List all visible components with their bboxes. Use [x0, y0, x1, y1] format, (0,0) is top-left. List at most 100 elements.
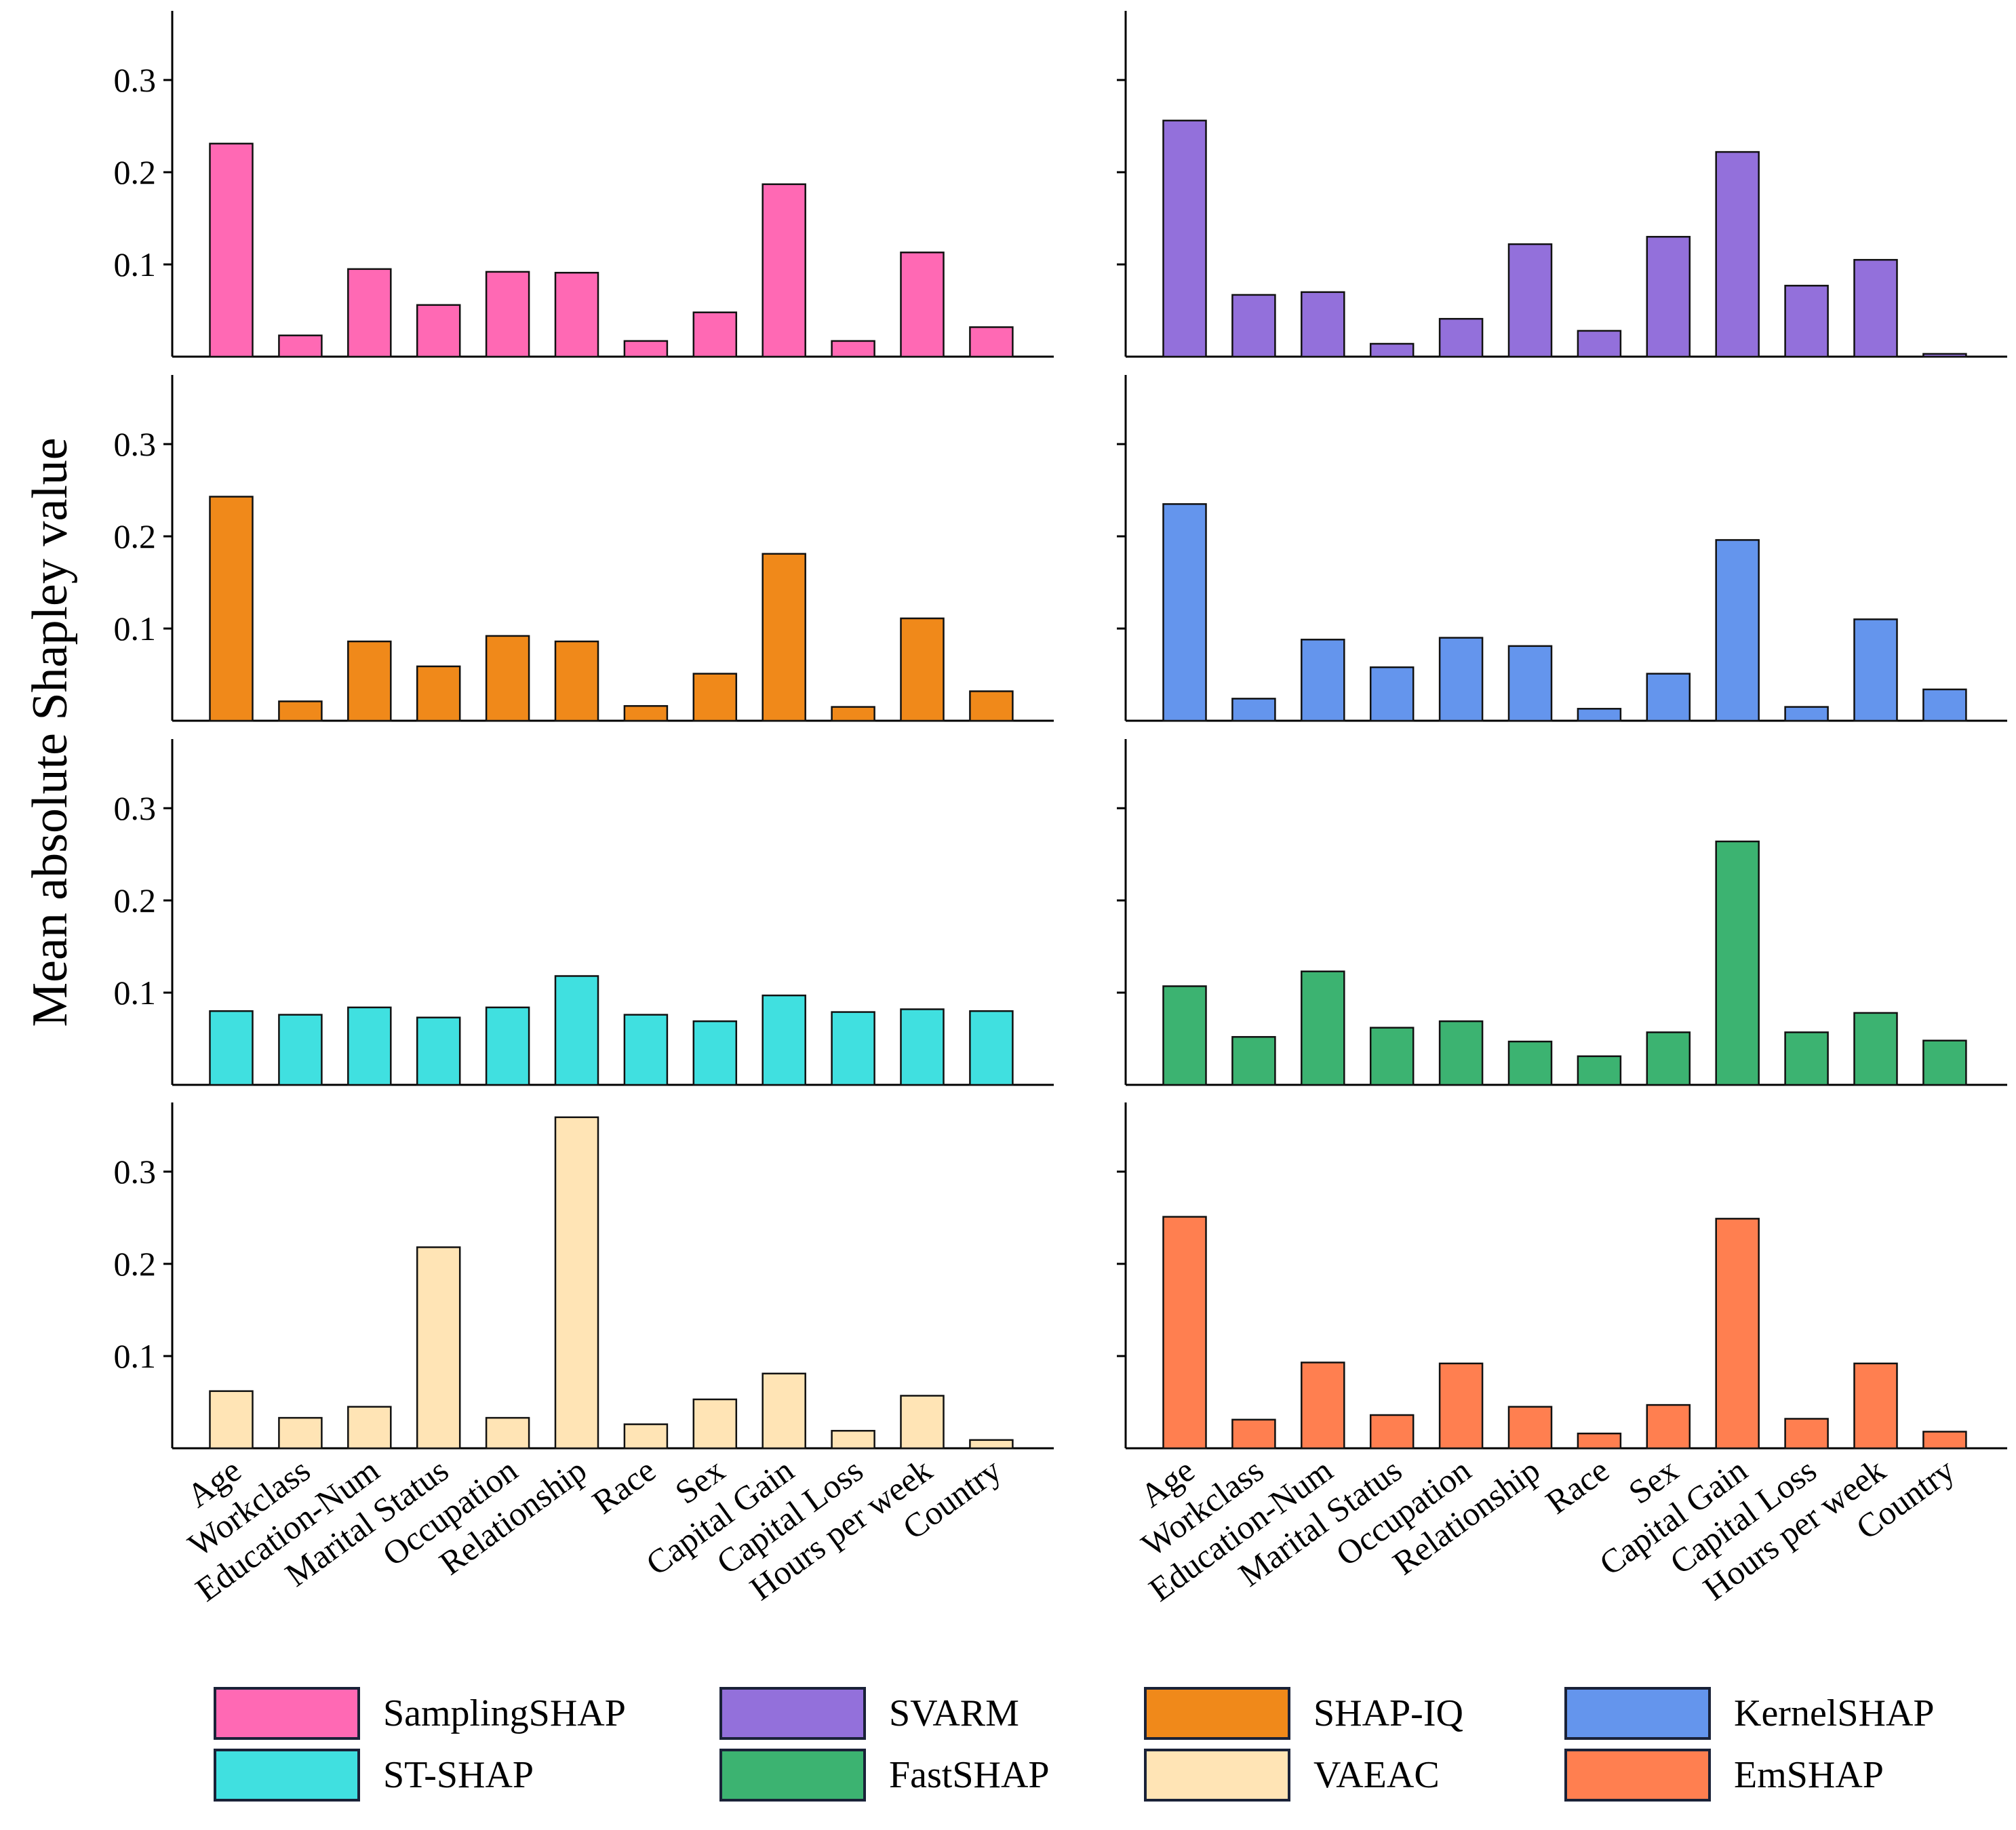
bar-samplingshap-age [209, 142, 254, 358]
bar-samplingshap-marital-status [416, 304, 461, 358]
bar-samplingshap-workclass [278, 334, 323, 358]
bar-samplingshap-hours-per-week [900, 252, 945, 358]
bar-samplingshap-country [969, 326, 1014, 358]
bar-st-shap-workclass [278, 1014, 323, 1086]
bar-svarm-sex [1646, 235, 1691, 358]
panel-fastshap [1117, 739, 2007, 1086]
bar-st-shap-sex [692, 1020, 738, 1086]
bar-vaeac-race [623, 1423, 669, 1450]
legend-item-svarm: SVARM [719, 1687, 1019, 1740]
legend-item-shap-iq: SHAP-IQ [1144, 1687, 1463, 1740]
panel-svarm [1117, 11, 2007, 358]
panel-vaeac: 0.1 0.2 0.3 [114, 1102, 1054, 1450]
y-tick-label: 0.1 [114, 245, 157, 283]
bar-kernelshap-country [1922, 688, 1967, 722]
legend-label: VAEAC [1313, 1754, 1440, 1796]
legend-swatch [719, 1749, 866, 1802]
bar-vaeac-relationship [554, 1116, 599, 1450]
bar-fastshap-occupation [1438, 1020, 1484, 1086]
bar-emshap-capital-gain [1715, 1218, 1760, 1450]
bar-st-shap-marital-status [416, 1016, 461, 1086]
bar-st-shap-hours-per-week [900, 1008, 945, 1086]
legend-swatch [1144, 1687, 1290, 1740]
legend-item-st-shap: ST-SHAP [214, 1749, 534, 1802]
bar-fastshap-capital-loss [1784, 1031, 1829, 1086]
bar-vaeac-country [969, 1439, 1014, 1450]
y-tick-label: 0.3 [114, 425, 157, 463]
y-tick-label: 0.1 [114, 1337, 157, 1375]
legend-label: SamplingSHAP [383, 1692, 626, 1734]
bar-samplingshap-occupation [485, 271, 530, 358]
bar-vaeac-occupation [485, 1416, 530, 1450]
bar-fastshap-race [1577, 1055, 1622, 1086]
panel-st-shap: 0.1 0.2 0.3 [114, 739, 1054, 1086]
bar-emshap-marital-status [1369, 1414, 1415, 1450]
legend-swatch [719, 1687, 866, 1740]
bar-emshap-race [1577, 1432, 1622, 1450]
bar-kernelshap-race [1577, 708, 1622, 722]
bar-kernelshap-capital-gain [1715, 539, 1760, 722]
panel-emshap [1117, 1102, 2007, 1450]
y-tick-label: 0.2 [114, 881, 157, 919]
bar-shap-iq-hours-per-week [900, 617, 945, 722]
panel-kernelshap [1117, 375, 2007, 722]
legend-label: KernelSHAP [1734, 1692, 1935, 1734]
legend-swatch [214, 1687, 360, 1740]
bar-fastshap-education-num [1301, 970, 1345, 1086]
bar-shap-iq-education-num [347, 640, 392, 722]
bar-st-shap-occupation [485, 1006, 530, 1086]
bar-shap-iq-marital-status [416, 665, 461, 722]
bar-samplingshap-relationship [554, 271, 599, 358]
bar-emshap-relationship [1507, 1406, 1553, 1450]
bar-svarm-race [1577, 330, 1622, 358]
bar-vaeac-sex [692, 1398, 738, 1450]
bar-samplingshap-capital-loss [831, 340, 875, 358]
y-tick-label: 0.2 [114, 517, 157, 555]
legend-swatch [214, 1749, 360, 1802]
y-tick-label: 0.3 [114, 61, 157, 99]
legend-swatch [1564, 1687, 1711, 1740]
bar-emshap-sex [1646, 1404, 1691, 1450]
bar-shap-iq-relationship [554, 640, 599, 722]
y-axis-label: Mean absolute Shapley value [22, 437, 78, 1027]
bar-kernelshap-age [1162, 503, 1207, 722]
bar-samplingshap-race [623, 340, 669, 358]
bar-fastshap-workclass [1231, 1036, 1276, 1086]
bar-svarm-country [1922, 353, 1967, 358]
legend-label: ST-SHAP [383, 1754, 534, 1796]
bar-shap-iq-country [969, 690, 1014, 722]
bar-kernelshap-occupation [1438, 637, 1484, 722]
bar-samplingshap-sex [692, 311, 738, 358]
legend: SamplingSHAP SVARM SHAP-IQ KernelSHAP ST-SHA… [214, 1687, 1935, 1802]
bar-emshap-hours-per-week [1853, 1362, 1898, 1450]
bar-svarm-capital-loss [1784, 285, 1829, 358]
legend-label: FastSHAP [889, 1754, 1050, 1796]
legend-item-samplingshap: SamplingSHAP [214, 1687, 626, 1740]
bar-emshap-capital-loss [1784, 1418, 1829, 1450]
bar-samplingshap-capital-gain [762, 183, 806, 358]
bar-svarm-capital-gain [1715, 151, 1760, 358]
bar-st-shap-capital-loss [831, 1011, 875, 1086]
bar-fastshap-marital-status [1369, 1027, 1415, 1086]
y-tick-label: 0.2 [114, 153, 157, 191]
bar-shap-iq-capital-loss [831, 706, 875, 722]
legend-swatch [1144, 1749, 1290, 1802]
bar-shap-iq-workclass [278, 700, 323, 722]
y-tick-label: 0.3 [114, 789, 157, 827]
bar-fastshap-hours-per-week [1853, 1012, 1898, 1086]
bar-svarm-workclass [1231, 294, 1276, 358]
bar-fastshap-sex [1646, 1031, 1691, 1086]
bar-fastshap-age [1162, 985, 1207, 1086]
bar-emshap-occupation [1438, 1362, 1484, 1450]
bar-kernelshap-capital-loss [1784, 706, 1829, 722]
y-tick-label: 0.2 [114, 1245, 157, 1283]
bar-svarm-age [1162, 119, 1207, 358]
bar-vaeac-education-num [347, 1406, 392, 1450]
bar-vaeac-workclass [278, 1416, 323, 1450]
y-tick-label: 0.3 [114, 1153, 157, 1191]
legend-item-vaeac: VAEAC [1144, 1749, 1440, 1802]
bar-kernelshap-hours-per-week [1853, 618, 1898, 722]
bar-emshap-workclass [1231, 1418, 1276, 1450]
